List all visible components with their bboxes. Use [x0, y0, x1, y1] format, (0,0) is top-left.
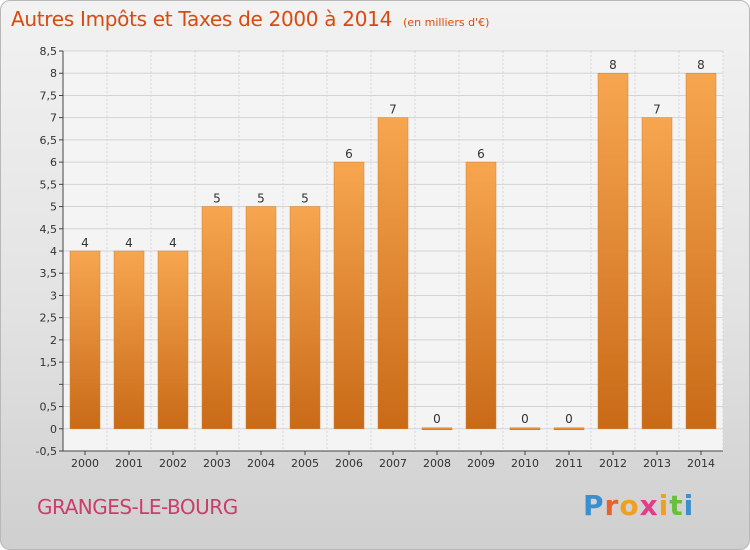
y-tick-label: 3 — [50, 289, 57, 302]
y-tick-label: 6,5 — [40, 134, 58, 147]
y-tick-label: 0 — [50, 423, 57, 436]
bar — [597, 72, 629, 430]
data-label: 5 — [213, 192, 221, 206]
chart-unit: (en milliers d'€) — [403, 16, 490, 29]
x-tick-label: 2010 — [511, 457, 539, 470]
bar — [333, 161, 365, 430]
y-tick-label: 2,5 — [40, 312, 58, 325]
bar — [69, 250, 101, 430]
bar — [421, 427, 453, 431]
y-tick-label: 3,5 — [40, 267, 58, 280]
data-label: 5 — [301, 192, 309, 206]
bar-layer — [69, 72, 717, 431]
data-label: 8 — [609, 58, 617, 72]
data-label: 4 — [81, 236, 89, 250]
logo-letter: t — [669, 489, 684, 522]
logo-letter: x — [639, 489, 659, 522]
logo-letter: P — [583, 489, 605, 522]
x-tick-label: 2008 — [423, 457, 451, 470]
x-tick-label: 2003 — [203, 457, 231, 470]
bar — [377, 117, 409, 430]
data-label: 8 — [697, 58, 705, 72]
y-tick-label: 6 — [50, 156, 57, 169]
x-tick-label: 2009 — [467, 457, 495, 470]
data-label: 6 — [345, 147, 353, 161]
y-tick-label: -0,5 — [36, 445, 57, 458]
bar — [641, 117, 673, 430]
title-row: Autres Impôts et Taxes de 2000 à 2014 (e… — [11, 7, 489, 31]
y-tick-label: 5 — [50, 201, 57, 214]
bar — [157, 250, 189, 430]
chart-title: Autres Impôts et Taxes de 2000 à 2014 — [11, 7, 392, 31]
y-tick-label: 8,5 — [40, 45, 58, 58]
data-label: 4 — [125, 236, 133, 250]
y-tick-label: 0,5 — [40, 401, 58, 414]
data-label: 0 — [433, 412, 441, 426]
logo-letter: r — [604, 489, 620, 522]
y-tick-label: 5,5 — [40, 178, 58, 191]
data-label: 0 — [565, 412, 573, 426]
y-tick-label: 7 — [50, 112, 57, 125]
bar — [465, 161, 497, 430]
x-tick-label: 2001 — [115, 457, 143, 470]
y-tick-label: 2 — [50, 334, 57, 347]
data-label: 7 — [389, 103, 397, 117]
y-tick-label: 7,5 — [40, 89, 58, 102]
x-tick-label: 2014 — [687, 457, 715, 470]
y-tick-label: 4 — [50, 245, 57, 258]
data-label: 6 — [477, 147, 485, 161]
bar — [113, 250, 145, 430]
data-label: 4 — [169, 236, 177, 250]
y-tick-label: 4,5 — [40, 223, 58, 236]
commune-name: GRANGES-LE-BOURG — [37, 495, 238, 519]
data-label: 7 — [653, 103, 661, 117]
bar — [685, 72, 717, 430]
label-layer: -0,5 0 0,5 1,5 2 2,5 3 3,5 4 4,5 5 5,5 6 6,5 7 7,5 8 8,5 4… — [36, 45, 715, 470]
axis-layer — [59, 50, 723, 455]
x-tick-label: 2011 — [555, 457, 583, 470]
x-tick-label: 2007 — [379, 457, 407, 470]
data-label: 5 — [257, 192, 265, 206]
data-label: 0 — [521, 412, 529, 426]
logo-letter: o — [619, 489, 640, 522]
x-tick-label: 2004 — [247, 457, 275, 470]
bar — [553, 427, 585, 431]
x-tick-label: 2012 — [599, 457, 627, 470]
x-tick-label: 2002 — [159, 457, 187, 470]
x-tick-label: 2000 — [71, 457, 99, 470]
proxiti-logo: Proxiti — [583, 489, 694, 522]
bar — [509, 427, 541, 431]
x-tick-label: 2006 — [335, 457, 363, 470]
logo-letter: i — [683, 489, 695, 522]
y-tick-label: 8 — [50, 67, 57, 80]
x-tick-label: 2005 — [291, 457, 319, 470]
y-tick-label: 1,5 — [40, 356, 58, 369]
x-tick-label: 2013 — [643, 457, 671, 470]
logo-letter: i — [658, 489, 670, 522]
bar — [289, 206, 321, 430]
bar — [201, 206, 233, 430]
bar — [245, 206, 277, 430]
